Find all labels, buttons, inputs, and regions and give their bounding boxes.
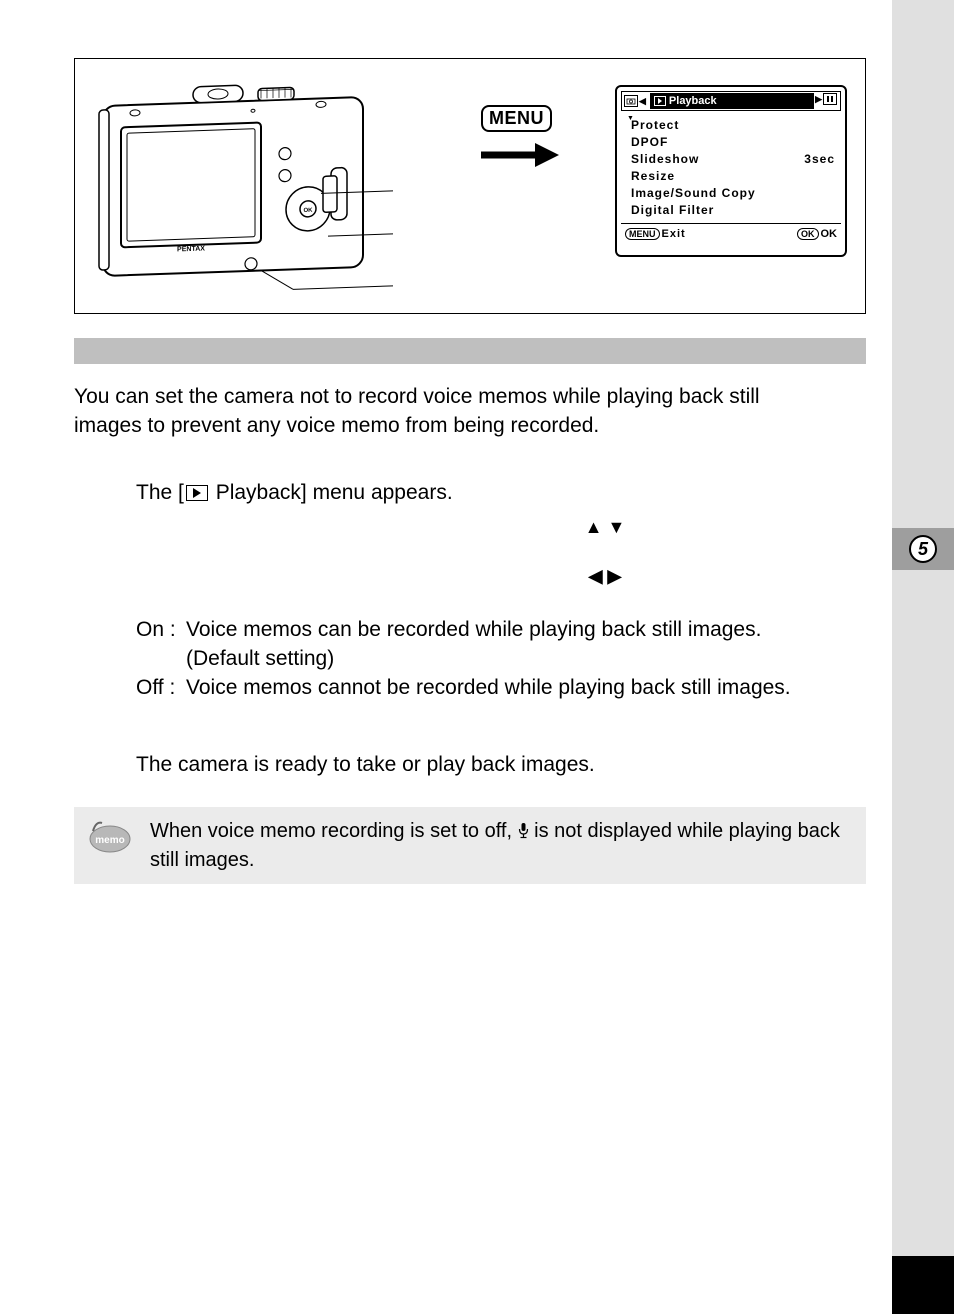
playback-icon — [186, 485, 208, 501]
step-line: The [ Playback] menu appears. — [136, 478, 806, 507]
left-arrow-icon: ◀ — [639, 96, 646, 107]
setting-off: Off : Voice memos cannot be recorded whi… — [136, 673, 806, 702]
camera-illustration: PENTAX OK — [93, 71, 393, 299]
menu-item: DPOF — [631, 134, 835, 151]
menu-footer-right: OKOK — [797, 228, 837, 240]
menu-item: Image/Sound Copy — [631, 185, 835, 202]
menu-item: Slideshow3sec — [631, 151, 835, 168]
right-arrow-icon: ▶ — [815, 94, 822, 105]
figure-box: PENTAX OK — [74, 58, 866, 314]
right-sidebar — [892, 0, 954, 1314]
menu-header-right-icons: ▶ — [815, 93, 838, 105]
section-heading-bar — [74, 338, 866, 364]
menu-mini-badge: MENU — [625, 228, 660, 240]
menu-footer: MENUExit OKOK — [621, 223, 841, 243]
final-step-text: The camera is ready to take or play back… — [136, 750, 806, 779]
playback-tab-label: Playback — [669, 95, 717, 107]
memo-text: When voice memo recording is set to off,… — [150, 817, 852, 874]
settings-list: On : Voice memos can be recorded while p… — [136, 615, 806, 702]
svg-text:OK: OK — [304, 208, 314, 214]
svg-text:PENTAX: PENTAX — [177, 245, 205, 253]
menu-badge: MENU — [481, 105, 552, 132]
nav-symbols-leftright: ◀ ▶ — [74, 566, 806, 587]
setting-on: On : Voice memos can be recorded while p… — [136, 615, 806, 673]
arrow-right-icon — [481, 143, 559, 172]
on-label: On : — [136, 615, 186, 673]
menu-items: Protect DPOF Slideshow3sec Resize Image/… — [617, 111, 845, 221]
menu-footer-left: MENUExit — [625, 228, 686, 240]
menu-header-tabs: ◀ — [622, 92, 646, 110]
chapter-tab: 5 — [892, 528, 954, 570]
menu-item: Digital Filter — [631, 202, 835, 219]
page: 5 PENTAX — [0, 0, 954, 1314]
on-description: Voice memos can be recorded while playin… — [186, 615, 806, 673]
setup-tab-icon — [823, 93, 837, 105]
microphone-icon — [518, 818, 529, 846]
svg-text:memo: memo — [95, 835, 124, 846]
intro-paragraph: You can set the camera not to record voi… — [74, 382, 806, 440]
camera-tab-icon — [624, 95, 638, 107]
menu-header: ◀ Playback ▶ — [621, 91, 841, 111]
menu-item: Protect — [631, 117, 835, 134]
chapter-number: 5 — [909, 535, 937, 563]
memo-icon: memo — [88, 817, 132, 860]
playback-tab-icon — [654, 96, 666, 106]
menu-item: Resize — [631, 168, 835, 185]
menu-screen: ◀ Playback ▶ ▼ Protect — [615, 85, 847, 257]
ok-mini-badge: OK — [797, 228, 819, 240]
content-area: PENTAX OK — [0, 0, 880, 884]
sidebar-black-footer — [892, 1256, 954, 1314]
memo-box: memo When voice memo recording is set to… — [74, 807, 866, 884]
off-description: Voice memos cannot be recorded while pla… — [186, 673, 806, 702]
nav-symbols-updown: ▲ ▼ — [74, 517, 806, 538]
off-label: Off : — [136, 673, 186, 702]
menu-tab-active: Playback — [650, 93, 814, 109]
scroll-down-icon: ▼ — [627, 115, 634, 122]
